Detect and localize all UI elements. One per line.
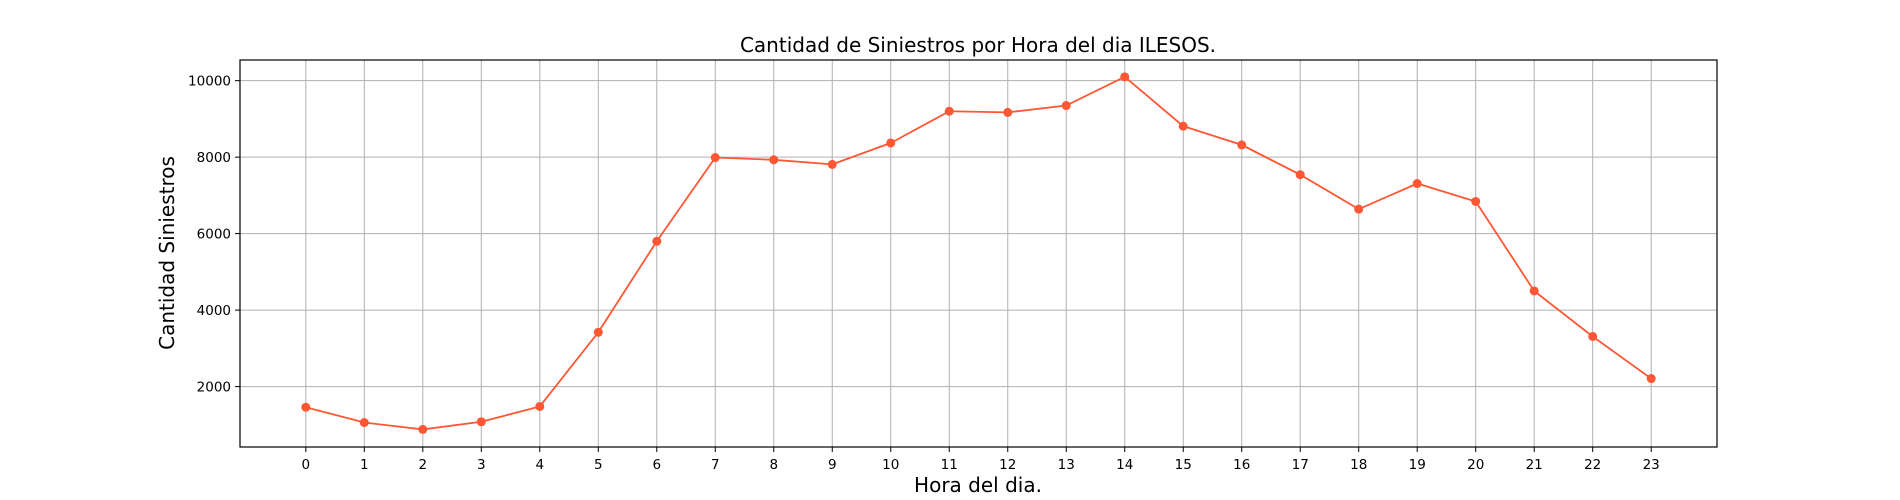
data-point bbox=[1120, 72, 1130, 82]
y-tick-label: 8000 bbox=[197, 150, 231, 166]
axis-ticks: 0 1 2 3 4 5 6 7 8 9 10 11 12 13 14 15 16 17 18 19 20 21 22 2320… bbox=[188, 74, 1660, 473]
data-point bbox=[1588, 331, 1598, 341]
x-tick-label: 15 bbox=[1175, 457, 1192, 473]
data-point bbox=[359, 418, 369, 428]
data-point bbox=[476, 417, 486, 427]
series-line bbox=[305, 75, 1652, 431]
x-tick-label: 4 bbox=[535, 457, 544, 473]
x-tick-label: 20 bbox=[1467, 457, 1484, 473]
x-tick-label: 13 bbox=[1058, 457, 1075, 473]
plot-area bbox=[239, 59, 1718, 448]
y-tick-label: 10000 bbox=[188, 74, 231, 90]
x-tick-label: 11 bbox=[941, 457, 958, 473]
x-tick-label: 22 bbox=[1584, 457, 1601, 473]
x-tick-label: 14 bbox=[1116, 457, 1133, 473]
data-point bbox=[593, 327, 603, 337]
x-tick-label: 10 bbox=[882, 457, 899, 473]
data-point bbox=[1471, 196, 1481, 206]
x-tick-label: 7 bbox=[711, 457, 720, 473]
x-tick-label: 5 bbox=[594, 457, 603, 473]
x-tick-label: 0 bbox=[302, 457, 311, 473]
data-point bbox=[1003, 107, 1013, 117]
data-point bbox=[652, 236, 662, 246]
x-axis-label: Hora del dia. bbox=[914, 473, 1042, 497]
y-tick-label: 2000 bbox=[197, 380, 231, 396]
data-point bbox=[886, 138, 896, 148]
data-point bbox=[1646, 374, 1656, 384]
data-point bbox=[1529, 286, 1539, 296]
data-point bbox=[1237, 140, 1247, 150]
data-point bbox=[301, 402, 311, 412]
x-tick-label: 3 bbox=[477, 457, 486, 473]
data-point bbox=[944, 106, 954, 116]
data-point bbox=[1354, 204, 1364, 214]
data-point bbox=[1178, 121, 1188, 131]
x-tick-label: 8 bbox=[769, 457, 778, 473]
x-tick-label: 17 bbox=[1292, 457, 1309, 473]
x-tick-label: 9 bbox=[828, 457, 837, 473]
grid bbox=[240, 60, 1717, 447]
data-point bbox=[827, 159, 837, 169]
x-tick-label: 18 bbox=[1350, 457, 1367, 473]
x-tick-label: 2 bbox=[419, 457, 428, 473]
data-point bbox=[1061, 101, 1071, 111]
data-point bbox=[1295, 170, 1305, 180]
series bbox=[301, 72, 1656, 434]
x-tick-label: 23 bbox=[1643, 457, 1660, 473]
y-tick-label: 6000 bbox=[197, 227, 231, 243]
x-tick-label: 16 bbox=[1233, 457, 1250, 473]
chart-title: Cantidad de Siniestros por Hora del dia … bbox=[740, 33, 1216, 57]
data-point bbox=[535, 401, 545, 411]
x-tick-label: 19 bbox=[1409, 457, 1426, 473]
x-tick-label: 12 bbox=[999, 457, 1016, 473]
data-point bbox=[1412, 179, 1422, 189]
x-tick-label: 21 bbox=[1526, 457, 1543, 473]
y-tick-label: 4000 bbox=[197, 303, 231, 319]
data-point bbox=[769, 155, 779, 165]
x-tick-label: 6 bbox=[652, 457, 661, 473]
y-axis-label: Cantidad Siniestros bbox=[155, 156, 179, 350]
x-tick-label: 1 bbox=[360, 457, 369, 473]
data-point bbox=[418, 424, 428, 434]
data-point bbox=[710, 153, 720, 163]
